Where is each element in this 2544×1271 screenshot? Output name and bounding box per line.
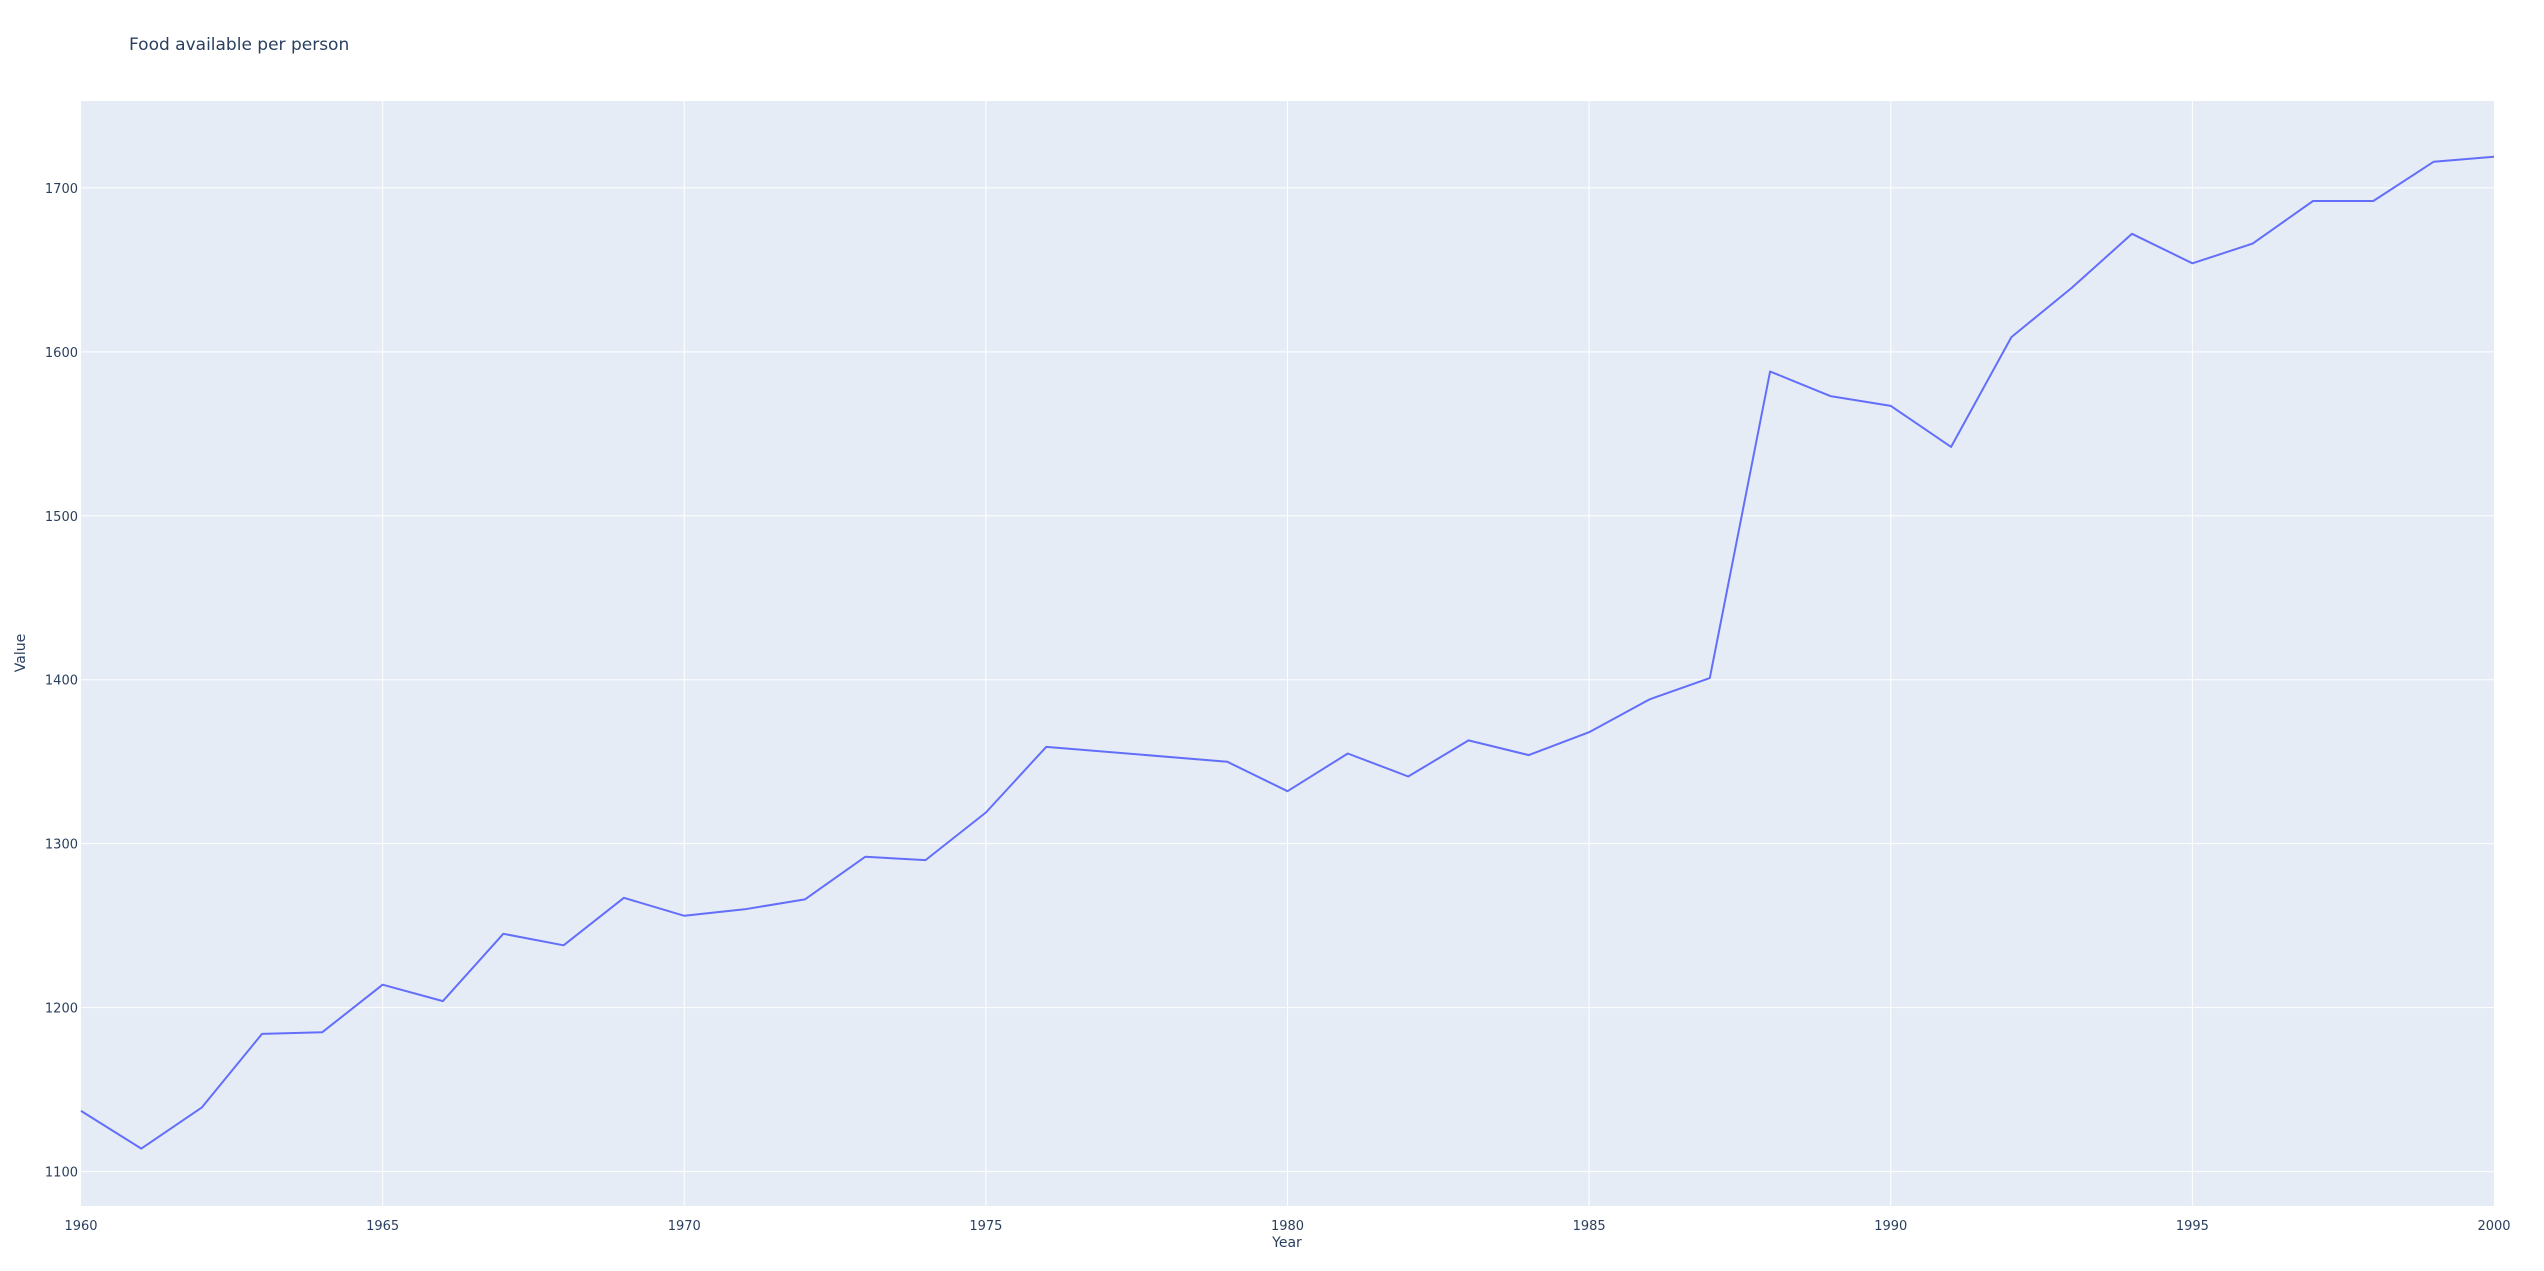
x-tick-label: 1975 xyxy=(969,1219,1002,1234)
x-axis-ticks: 1960 1965 1970 1975 1980 1985 1990 1995 2000 xyxy=(64,1219,2510,1234)
x-gridlines xyxy=(382,101,2193,1206)
y-tick-label: 1300 xyxy=(45,838,78,853)
y-tick-label: 1700 xyxy=(45,182,78,197)
y-tick-label: 1400 xyxy=(45,674,78,689)
y-gridlines xyxy=(81,187,2494,1173)
x-tick-label: 1965 xyxy=(366,1219,399,1234)
x-tick-label: 1980 xyxy=(1271,1219,1304,1234)
x-tick-label: 1960 xyxy=(64,1219,97,1234)
y-axis-ticks: 1100 1200 1300 1400 1500 1600 1700 xyxy=(45,182,78,1181)
y-tick-label: 1600 xyxy=(45,346,78,361)
x-tick-label: 1970 xyxy=(668,1219,701,1234)
series-line xyxy=(80,155,2495,1150)
chart-title: Food available per person xyxy=(129,35,349,55)
x-tick-label: 1985 xyxy=(1573,1219,1606,1234)
y-axis-title: Value xyxy=(13,634,29,672)
y-tick-label: 1500 xyxy=(45,510,78,525)
x-axis-title: Year xyxy=(1271,1235,1302,1251)
x-tick-label: 1995 xyxy=(2176,1219,2209,1234)
x-tick-label: 2000 xyxy=(2477,1219,2510,1234)
y-tick-label: 1200 xyxy=(45,1002,78,1017)
x-tick-label: 1990 xyxy=(1874,1219,1907,1234)
y-tick-label: 1100 xyxy=(45,1166,78,1181)
